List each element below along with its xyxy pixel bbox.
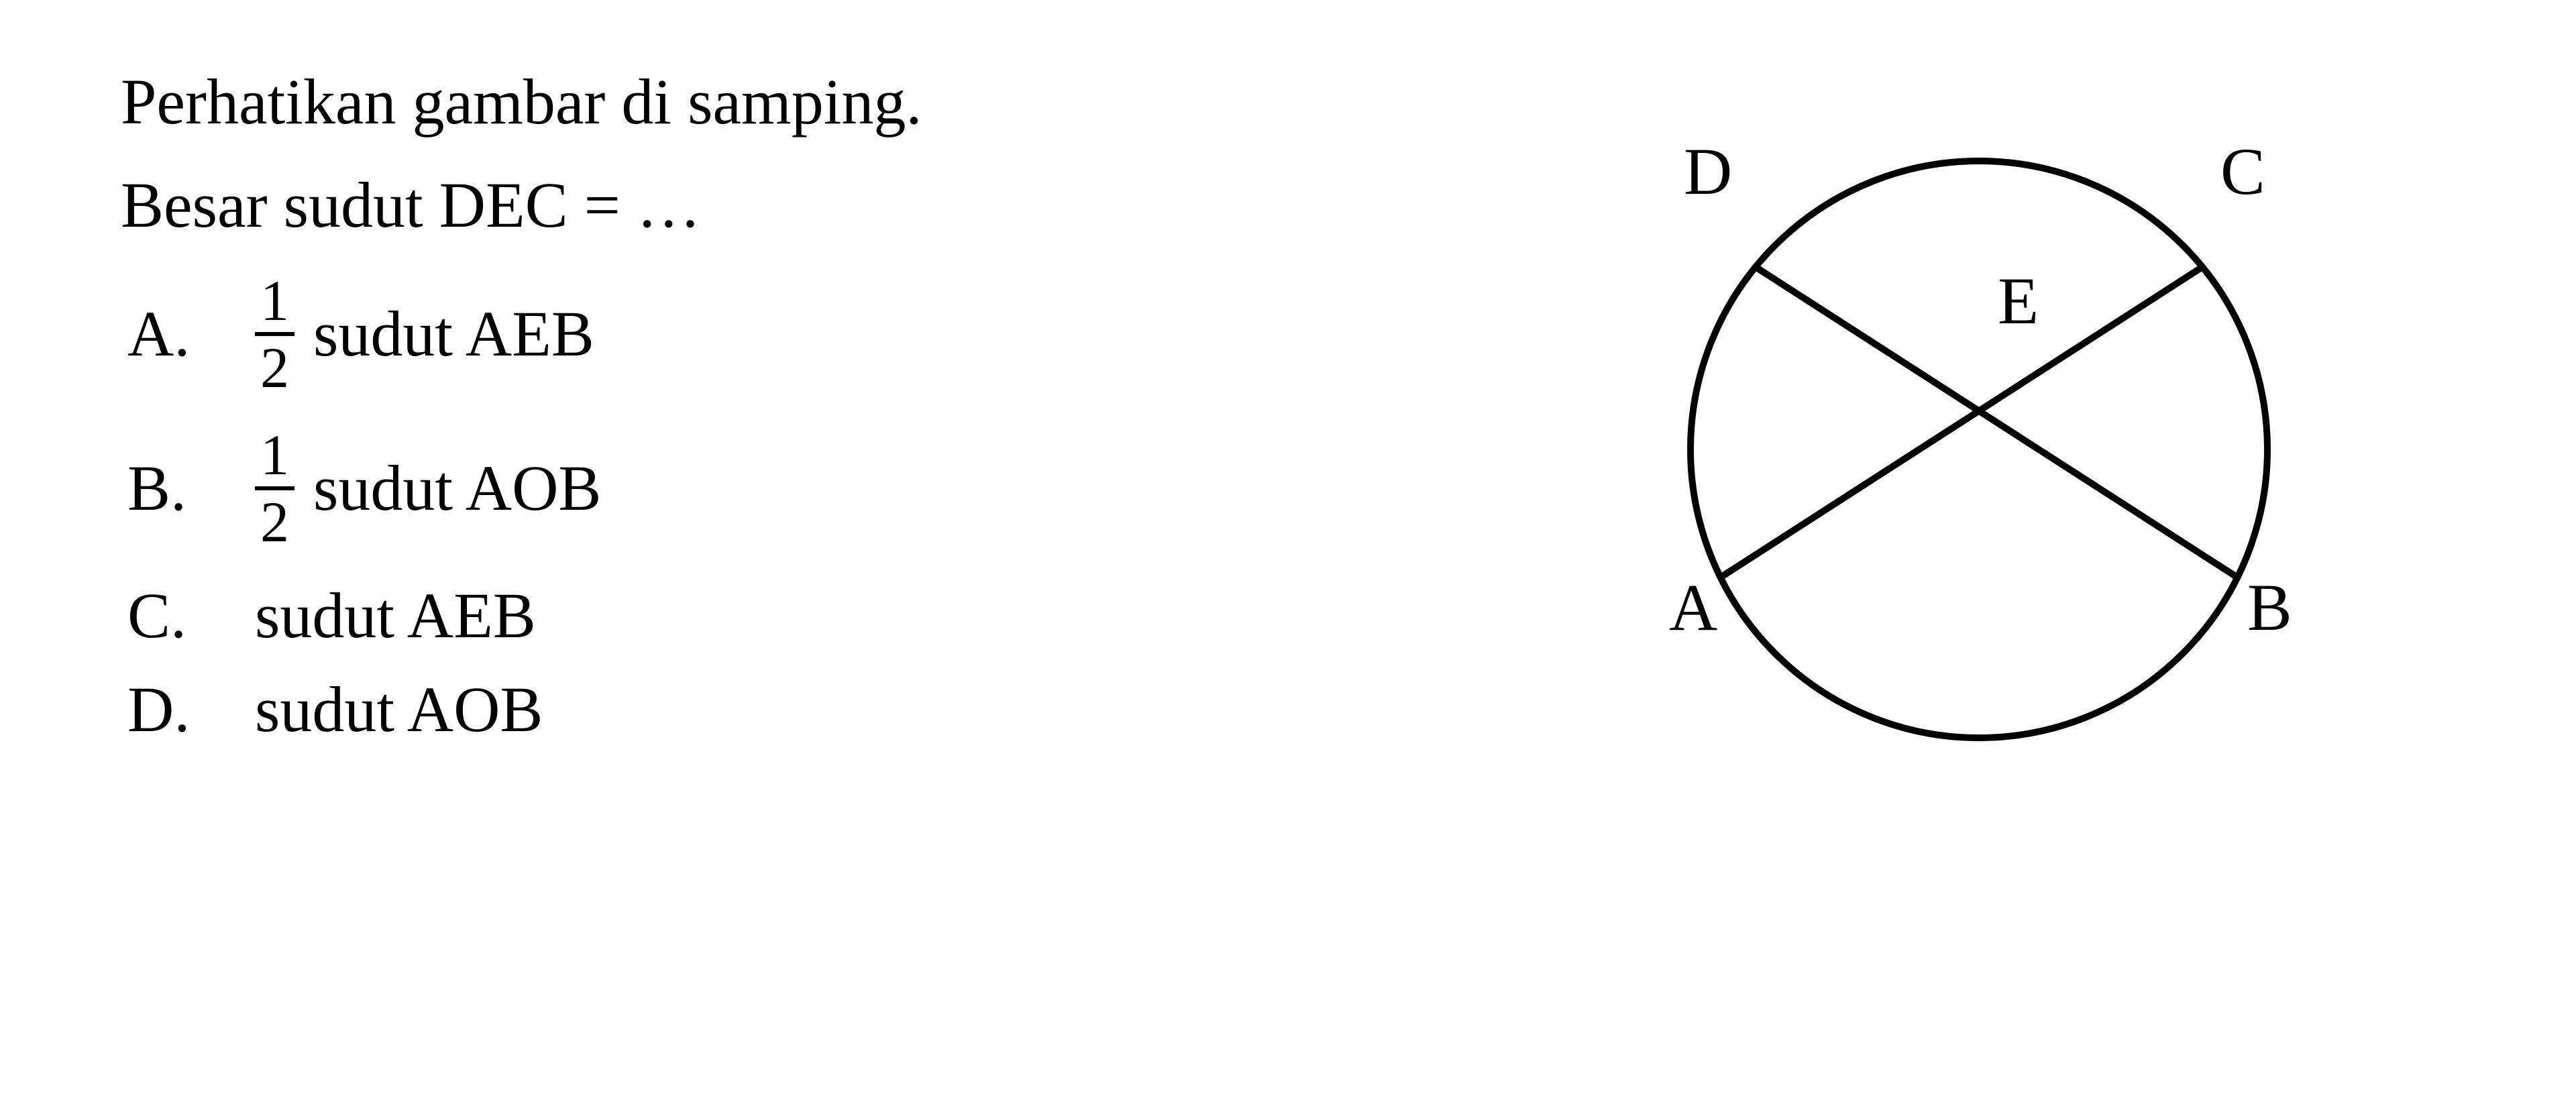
option-letter-d: D.: [121, 661, 255, 758]
options-list: A. 1 2 sudut AEB B. 1 2 sudut AOB: [121, 267, 1597, 750]
fraction-a: 1 2: [255, 272, 294, 396]
option-b: B. 1 2 sudut AOB: [121, 421, 1597, 555]
circle-diagram: [1637, 107, 2321, 791]
label-A: A: [1669, 569, 1717, 646]
option-content-b: 1 2 sudut AOB: [255, 426, 601, 551]
option-content-a: 1 2 sudut AEB: [255, 272, 594, 396]
option-letter-c: C.: [121, 567, 255, 664]
fraction-a-den: 2: [255, 332, 294, 396]
option-c: C. sudut AEB: [121, 576, 1597, 656]
fraction-a-num: 1: [255, 272, 294, 332]
text-column: Perhatikan gambar di samping. Besar sudu…: [121, 54, 1597, 795]
option-text-b: sudut AOB: [313, 440, 601, 537]
option-d: D. sudut AOB: [121, 669, 1597, 750]
option-a: A. 1 2 sudut AEB: [121, 267, 1597, 401]
option-text-a: sudut AEB: [313, 286, 594, 382]
fraction-b-den: 2: [255, 486, 294, 551]
option-letter-b: B.: [121, 440, 255, 537]
option-content-d: sudut AOB: [255, 661, 543, 758]
question-line-2: Besar sudut DEC = …: [121, 157, 1597, 254]
fraction-b: 1 2: [255, 426, 294, 551]
label-D: D: [1684, 133, 1732, 210]
option-text-c: sudut AEB: [255, 567, 536, 664]
label-C: C: [2220, 133, 2265, 210]
fraction-b-num: 1: [255, 426, 294, 486]
question-container: Perhatikan gambar di samping. Besar sudu…: [121, 54, 2455, 795]
question-line-1: Perhatikan gambar di samping.: [121, 54, 1597, 150]
label-B: B: [2247, 569, 2292, 646]
diagram-column: D C E A B: [1597, 54, 2334, 795]
option-letter-a: A.: [121, 286, 255, 382]
option-content-c: sudut AEB: [255, 567, 536, 664]
option-text-d: sudut AOB: [255, 661, 543, 758]
label-E: E: [1998, 262, 2039, 339]
